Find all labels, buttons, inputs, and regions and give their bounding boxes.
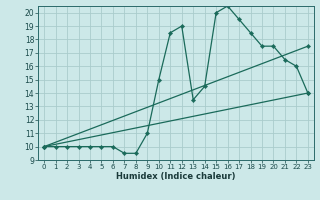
- X-axis label: Humidex (Indice chaleur): Humidex (Indice chaleur): [116, 172, 236, 181]
